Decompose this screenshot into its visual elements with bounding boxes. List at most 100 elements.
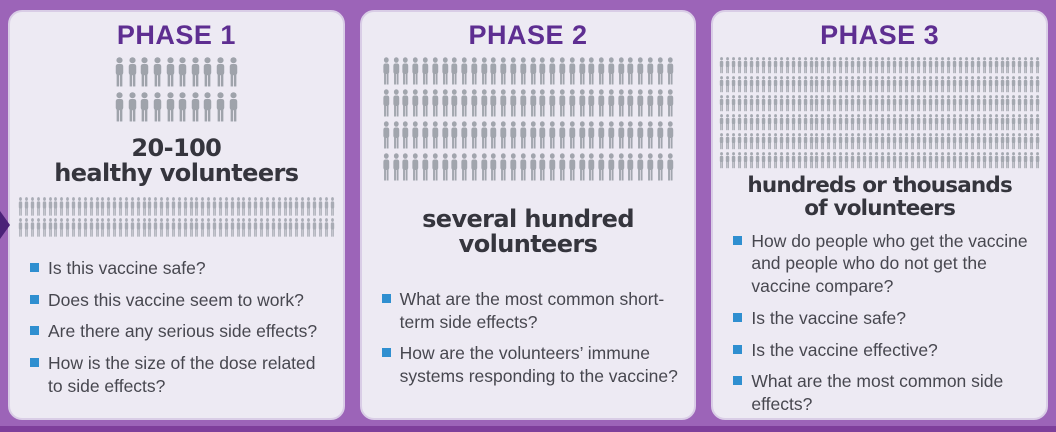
person-icon (141, 92, 149, 122)
person-icon (412, 89, 419, 117)
person-icon (934, 57, 939, 74)
person-icon (569, 89, 575, 117)
bullet-square-icon (30, 358, 39, 368)
person-icon (958, 152, 962, 169)
question-text: How are the volunteers’ immune systems r… (399, 343, 678, 387)
person-icon (994, 152, 998, 169)
person-icon (785, 133, 789, 150)
person-icon (153, 92, 162, 122)
person-icon (383, 57, 390, 85)
person-icon (1000, 133, 1004, 150)
person-icon (761, 95, 766, 112)
person-icon (637, 57, 644, 85)
person-icon (115, 92, 124, 122)
person-icon (666, 153, 673, 181)
person-icon (1018, 57, 1022, 74)
person-icon (910, 133, 915, 150)
person-icon (791, 95, 795, 112)
person-icon (827, 76, 831, 93)
person-icon (851, 133, 855, 150)
person-icon (755, 152, 760, 169)
person-icon (982, 133, 986, 150)
person-icon (83, 218, 87, 237)
person-icon (964, 114, 968, 131)
person-icon (95, 218, 99, 237)
person-icon (928, 133, 933, 150)
person-icon (204, 57, 212, 87)
person-icon (988, 76, 992, 93)
person-icon (952, 152, 957, 169)
person-icon (441, 153, 448, 181)
person-icon (166, 57, 174, 87)
person-icon (42, 218, 46, 237)
person-icon (988, 114, 992, 131)
person-icon (60, 197, 64, 216)
person-icon (666, 89, 673, 117)
person-icon (578, 121, 585, 149)
person-icon (569, 121, 575, 149)
person-icon (743, 95, 748, 112)
person-icon (940, 133, 945, 150)
person-icon (393, 121, 399, 149)
person-icon (725, 114, 730, 131)
phase-1-volunteers-pictograph (22, 57, 331, 127)
person-icon (141, 57, 149, 87)
person-icon (18, 218, 23, 237)
person-icon (821, 152, 825, 169)
person-icon (731, 133, 736, 150)
person-icon (510, 121, 517, 149)
person-icon (809, 133, 813, 150)
person-icon (1018, 114, 1022, 131)
person-icon (30, 218, 35, 237)
question-bullet-item: What are the most common short-term side… (381, 288, 681, 334)
bullet-square-icon (381, 293, 391, 303)
person-icon (934, 114, 939, 131)
person-icon (952, 76, 957, 93)
person-icon (994, 57, 998, 74)
person-icon (904, 152, 909, 169)
question-bullet-item: What are the most common side effects? (733, 370, 1032, 416)
person-icon (982, 76, 986, 93)
person-icon (77, 197, 82, 216)
person-icon (178, 92, 187, 122)
person-icon (958, 76, 962, 93)
person-icon (441, 121, 448, 149)
person-icon (242, 218, 246, 237)
person-icon (218, 197, 223, 216)
person-icon (500, 89, 507, 117)
person-icon (719, 76, 724, 93)
person-icon (481, 153, 487, 181)
person-icon (142, 218, 146, 237)
person-icon (922, 114, 927, 131)
person-icon (412, 153, 419, 181)
person-icon (743, 152, 748, 169)
person-icon (1030, 114, 1034, 131)
phase-1-question-list: Is this vaccine safe? Does this vaccine s… (22, 257, 331, 398)
person-icon (970, 76, 974, 93)
person-icon (318, 218, 322, 237)
person-icon (124, 197, 129, 216)
person-icon (791, 133, 795, 150)
person-icon (118, 197, 123, 216)
person-icon (1024, 95, 1028, 112)
person-icon (946, 95, 951, 112)
person-icon (946, 114, 951, 131)
person-icon (863, 133, 867, 150)
person-icon (767, 95, 771, 112)
person-icon (863, 57, 867, 74)
person-icon (490, 57, 497, 85)
person-icon (253, 197, 258, 216)
person-icon (833, 76, 837, 93)
person-icon (1000, 95, 1004, 112)
person-icon (851, 57, 855, 74)
person-icon (910, 57, 915, 74)
person-icon (725, 152, 730, 169)
question-text: What are the most common short-term side… (399, 288, 665, 332)
person-icon (845, 152, 849, 169)
person-icon (845, 114, 849, 131)
person-icon (940, 114, 945, 131)
phase-3-headline: hundreds or thousands of volunteers (725, 174, 1034, 221)
person-icon (839, 152, 843, 169)
person-icon (922, 152, 927, 169)
person-icon (1036, 133, 1040, 150)
